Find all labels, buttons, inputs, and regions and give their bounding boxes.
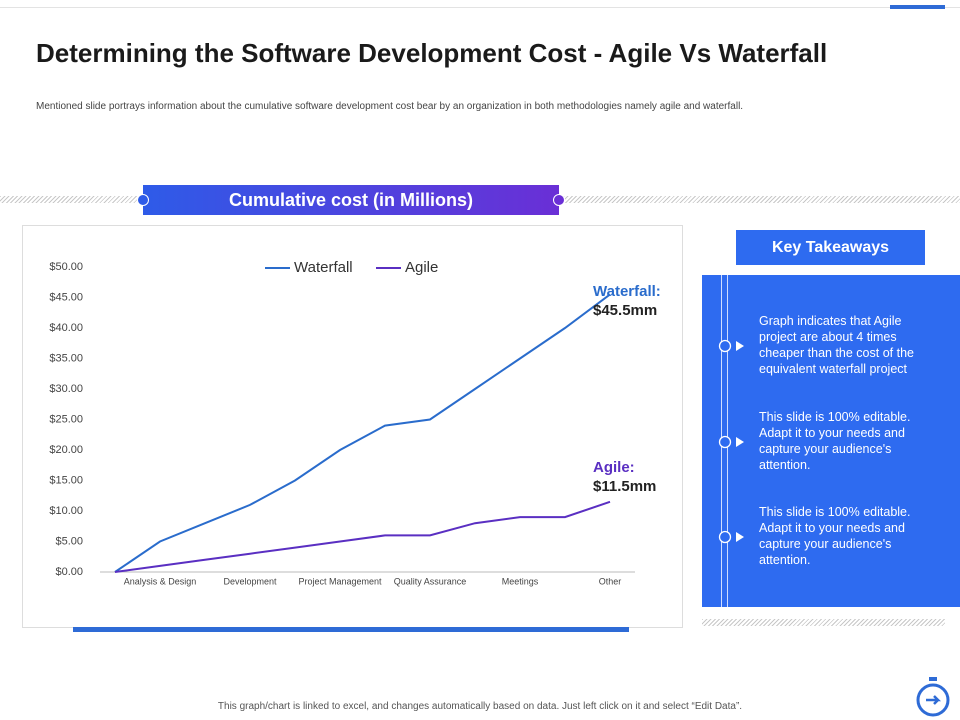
takeaway-marker [718,435,744,449]
legend-label: Waterfall [294,259,353,276]
legend-label: Agile [405,259,438,276]
banner: Cumulative cost (in Millions) [143,185,559,215]
takeaways-heading: Key Takeaways [736,230,925,265]
subtitle: Mentioned slide portrays information abo… [36,101,744,112]
annotation: Waterfall: [593,283,661,300]
x-tick-label: Project Management [298,576,382,586]
x-tick-label: Other [599,576,622,586]
series-line [114,293,611,573]
annotation: $45.5mm [593,302,657,319]
takeaways-panel [702,275,960,607]
y-tick-label: $10.00 [49,505,83,517]
y-tick-label: $25.00 [49,413,83,425]
takeaway-text: This slide is 100% editable. Adapt it to… [759,410,911,472]
y-tick-label: $30.00 [49,383,83,395]
y-tick-label: $45.00 [49,291,83,303]
takeaway-marker [718,339,744,353]
y-tick-label: $20.00 [49,444,83,456]
hatch [559,196,960,203]
y-tick-label: $0.00 [55,566,83,578]
series-line [114,500,611,573]
hatch [0,196,143,203]
chart-underline [73,627,629,632]
annotation: $11.5mm [593,478,656,495]
y-tick-label: $5.00 [55,535,83,547]
title: Determining the Software Development Cos… [36,38,828,68]
banner-dot [553,194,565,206]
y-tick-label: $40.00 [49,322,83,334]
hatch [702,619,945,626]
top-rule [0,7,960,8]
x-tick-label: Meetings [502,576,539,586]
x-tick-label: Development [223,576,277,586]
y-tick-label: $35.00 [49,352,83,364]
x-tick-label: Analysis & Design [124,576,197,586]
y-tick-label: $15.00 [49,474,83,486]
takeaway-marker [718,530,744,544]
y-tick-label: $50.00 [49,261,83,273]
takeaway-text: This slide is 100% editable. Adapt it to… [759,505,911,567]
stopwatch-icon [916,677,950,717]
annotation: Agile: [593,459,635,476]
top-accent [890,5,945,9]
x-tick-label: Quality Assurance [394,576,467,586]
footer: This graph/chart is linked to excel, and… [217,701,743,712]
banner-dot [137,194,149,206]
takeaway-text: Graph indicates that Agile project are a… [759,314,914,376]
